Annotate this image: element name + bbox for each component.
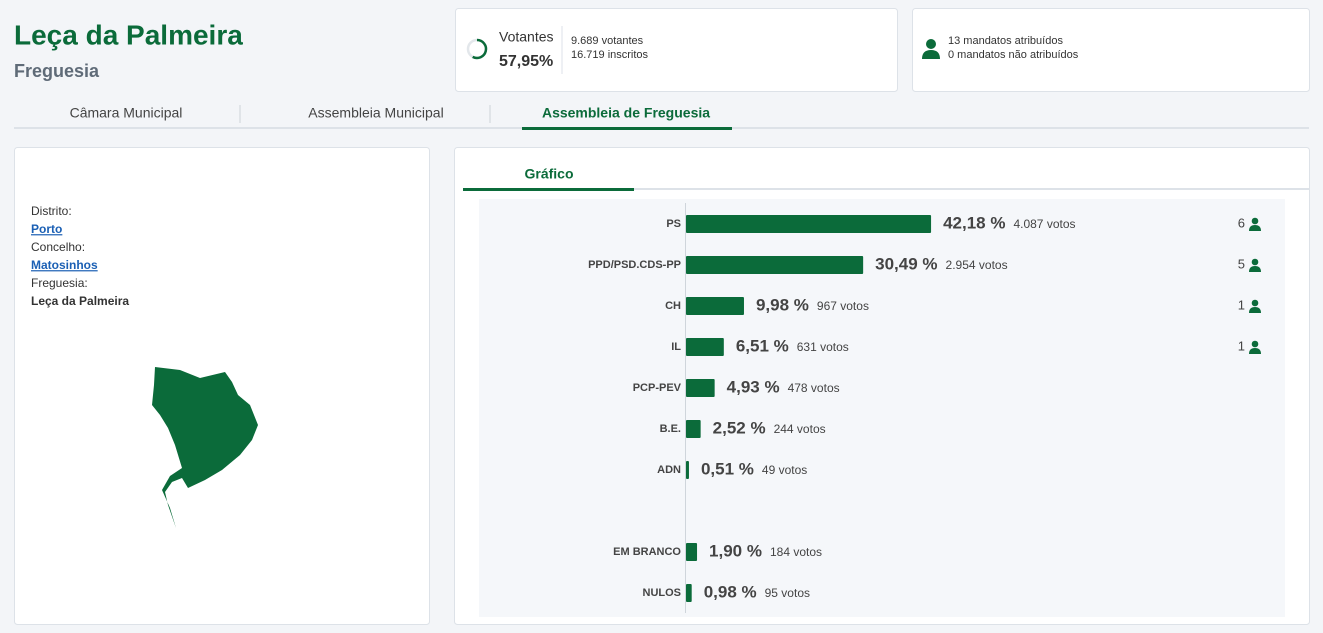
- person-head: [1251, 217, 1259, 225]
- district-label: Distrito:: [31, 204, 72, 218]
- parish-label: Freguesia:: [31, 276, 88, 290]
- person-body: [1249, 225, 1261, 231]
- votes-label: 95 votos: [765, 586, 810, 600]
- person-icon: [1249, 258, 1261, 272]
- turnout-ring: [472, 38, 488, 60]
- mandates-assigned: 13 mandatos atribuídos: [948, 35, 1063, 47]
- person-icon: [922, 39, 940, 59]
- chart-panel: [479, 199, 1285, 617]
- party-name: NULOS: [643, 587, 682, 599]
- bar: [686, 543, 698, 561]
- municipality-label: Concelho:: [31, 240, 85, 254]
- mandates-unassigned: 0 mandatos não atribuídos: [948, 49, 1079, 61]
- percent-label: 9,98 %: [756, 295, 809, 314]
- party-name: PCP-PEV: [633, 382, 682, 394]
- person-body: [1249, 266, 1261, 272]
- mandates-card: [912, 8, 1310, 92]
- bar: [686, 461, 689, 479]
- votes-label: 244 votos: [774, 422, 826, 436]
- bar: [686, 256, 864, 274]
- turnout-label: Votantes: [499, 29, 554, 45]
- tab-active[interactable]: Assembleia de Freguesia: [542, 105, 710, 121]
- results-tab-rule: [463, 188, 1309, 190]
- person-body: [1249, 348, 1261, 354]
- votes-label: 49 votos: [762, 463, 807, 477]
- district-link[interactable]: Porto: [31, 222, 62, 236]
- seats: 5: [1238, 256, 1245, 271]
- votes-label: 184 votos: [770, 545, 822, 559]
- bar: [686, 584, 692, 602]
- page-title: Leça da Palmeira: [14, 19, 243, 50]
- turnout-percent: 57,95%: [499, 53, 553, 70]
- bar: [686, 379, 715, 397]
- bar: [686, 297, 744, 315]
- person-body: [1249, 307, 1261, 313]
- turnout-registered: 16.719 inscritos: [571, 49, 649, 61]
- percent-label: 30,49 %: [875, 254, 937, 273]
- tab-indicator: [522, 127, 732, 130]
- seats: 1: [1238, 297, 1245, 312]
- party-name: PS: [666, 218, 681, 230]
- percent-label: 2,52 %: [713, 418, 766, 437]
- party-name: EM BRANCO: [613, 546, 681, 558]
- municipality-link[interactable]: Matosinhos: [31, 258, 98, 272]
- votes-label: 631 votos: [797, 340, 849, 354]
- person-head: [1251, 258, 1259, 266]
- party-name: B.E.: [660, 423, 681, 435]
- votes-label: 2.954 votos: [946, 258, 1008, 272]
- votes-label: 967 votos: [817, 299, 869, 313]
- percent-label: 0,98 %: [704, 582, 757, 601]
- person-icon: [1249, 217, 1261, 231]
- party-name: PPD/PSD.CDS-PP: [588, 259, 681, 271]
- party-name: CH: [665, 300, 681, 312]
- parish-name: Leça da Palmeira: [31, 294, 129, 308]
- person-icon: [1249, 340, 1261, 354]
- percent-label: 4,93 %: [727, 377, 780, 396]
- percent-label: 42,18 %: [943, 213, 1005, 232]
- parish-map: [152, 367, 258, 528]
- bar: [686, 215, 932, 233]
- seats: 1: [1238, 338, 1245, 353]
- turnout-card: [455, 8, 898, 92]
- percent-label: 1,90 %: [709, 541, 762, 560]
- votes-label: 4.087 votos: [1013, 217, 1075, 231]
- bar: [686, 338, 724, 356]
- tab[interactable]: Câmara Municipal: [70, 105, 183, 121]
- page-subtitle: Freguesia: [14, 61, 100, 81]
- party-name: ADN: [657, 464, 681, 476]
- person-head: [1251, 299, 1259, 307]
- turnout-voters: 9.689 votantes: [571, 35, 644, 47]
- person-head: [1251, 340, 1259, 348]
- percent-label: 0,51 %: [701, 459, 754, 478]
- person-icon: [1249, 299, 1261, 313]
- votes-label: 478 votos: [788, 381, 840, 395]
- results-tab[interactable]: Gráfico: [524, 166, 573, 182]
- seats: 6: [1238, 215, 1245, 230]
- results-tab-indicator: [463, 188, 634, 191]
- party-name: IL: [671, 341, 681, 353]
- bar: [686, 420, 701, 438]
- percent-label: 6,51 %: [736, 336, 789, 355]
- tab[interactable]: Assembleia Municipal: [308, 105, 443, 121]
